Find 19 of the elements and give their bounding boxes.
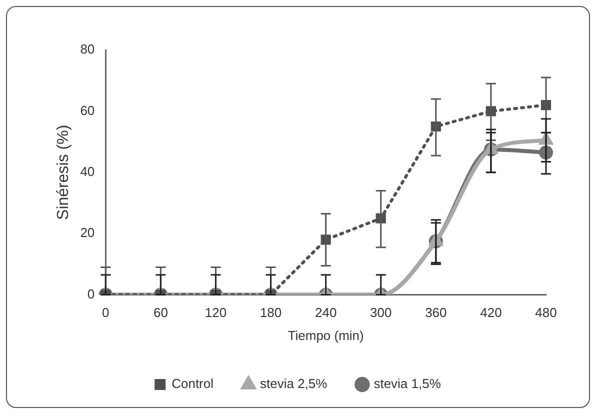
- y-tick-label: 0: [87, 286, 95, 302]
- y-tick-label: 40: [80, 164, 95, 179]
- x-tick-label: 360: [425, 305, 447, 320]
- y-tick-label: 80: [80, 42, 95, 57]
- x-tick-label: 180: [260, 305, 282, 320]
- x-axis-title: Tiempo (min): [288, 328, 364, 343]
- x-tick-label: 60: [153, 305, 168, 320]
- x-tick-label: 0: [102, 305, 110, 320]
- x-tick-label: 240: [314, 305, 337, 320]
- x-tick-label: 480: [535, 305, 557, 320]
- legend-label: Control: [172, 376, 214, 392]
- y-tick-label: 20: [80, 225, 95, 240]
- y-axis-title: Sinéresis (%): [55, 124, 72, 220]
- legend-label: stevia 2,5%: [260, 376, 328, 392]
- x-tick-label: 420: [480, 305, 502, 320]
- x-tick-label: 300: [370, 305, 392, 320]
- y-tick-label: 60: [80, 102, 95, 118]
- legend-label: stevia 1,5%: [374, 376, 442, 392]
- x-tick-label: 120: [204, 305, 227, 320]
